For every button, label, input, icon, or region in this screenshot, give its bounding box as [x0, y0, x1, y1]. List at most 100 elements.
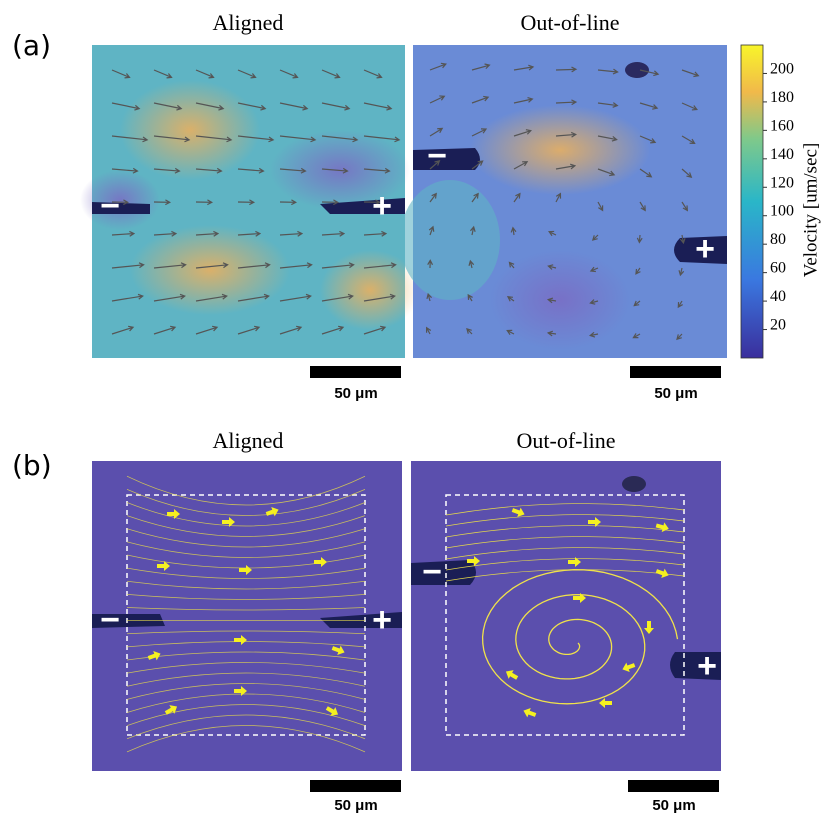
vector-arrow [429, 95, 446, 104]
vector-arrow [513, 64, 535, 71]
flow-arrow [568, 557, 581, 567]
vector-arrow [279, 167, 307, 174]
vector-arrow [237, 293, 270, 302]
vector-arrow [508, 261, 515, 269]
vector-arrow [321, 102, 351, 111]
streamline [126, 672, 366, 687]
vector-arrow [279, 293, 312, 302]
vector-arrow [279, 262, 313, 269]
vector-arrow [635, 267, 641, 275]
streamline [126, 475, 366, 506]
vector-arrow [195, 102, 225, 111]
vector-arrow [547, 264, 557, 270]
flow-arrow [325, 706, 339, 716]
panel-title: Aligned [213, 10, 284, 35]
roi-box [445, 494, 685, 736]
vector-arrow [153, 230, 178, 237]
vector-arrow [153, 135, 191, 143]
vector-arrow [591, 234, 599, 241]
vector-arrow [428, 225, 435, 236]
vector-arrow [195, 167, 223, 174]
vector-arrow [195, 262, 229, 269]
vector-arrow [363, 199, 382, 206]
streamline [445, 525, 685, 538]
colorbar-tick-label: 140 [770, 146, 794, 163]
vector-arrow [279, 199, 298, 206]
electrode-label: − [427, 137, 447, 175]
panel-title: Aligned [213, 428, 284, 453]
vector-arrow [429, 62, 447, 71]
vector-arrow [510, 226, 517, 236]
vector-arrow [153, 199, 172, 206]
vector-arrow [466, 327, 473, 335]
coolspot [80, 170, 160, 230]
vector-arrow [639, 168, 653, 178]
electrode [670, 652, 721, 680]
flow-arrow [573, 593, 586, 603]
vector-arrow [195, 293, 228, 302]
streamline [126, 541, 366, 558]
vector-arrow [363, 135, 401, 143]
flow-arrow [523, 707, 537, 718]
vector-arrow [321, 262, 355, 269]
colorbar-tick-label: 180 [770, 89, 794, 106]
vector-arrow [111, 69, 131, 79]
vector-arrow [279, 69, 299, 79]
colorbar-tick-label: 200 [770, 60, 794, 77]
streamline [445, 547, 685, 560]
flow-arrow [239, 565, 252, 575]
streamline [126, 594, 366, 600]
flow-arrow [331, 645, 345, 656]
streamline [126, 693, 366, 713]
flow-arrow [222, 517, 235, 527]
vector-arrow [321, 230, 346, 237]
vector-arrow [111, 262, 145, 269]
electrode [320, 612, 402, 628]
electrode-label: + [695, 230, 715, 268]
vector-arrow [321, 325, 345, 335]
vector-arrow [589, 266, 599, 273]
panel-label: (a) [12, 29, 51, 62]
vector-arrow [237, 199, 256, 206]
vector-arrow [237, 102, 267, 111]
spiral-streamline [481, 569, 679, 705]
vector-arrow [597, 135, 618, 142]
flow-arrow [655, 568, 669, 579]
vector-arrow [471, 128, 488, 137]
colorbar-label: Velocity [um/sec] [800, 143, 821, 278]
scale-bar [310, 366, 401, 378]
vector-arrow [279, 135, 317, 143]
flow-arrow [467, 556, 480, 566]
electrode [92, 202, 150, 214]
vector-arrow [321, 167, 349, 174]
flow-arrow [505, 670, 519, 680]
vector-arrow [426, 326, 432, 335]
streamline [445, 558, 685, 571]
colorbar-tick-label: 100 [770, 203, 794, 220]
vector-arrow [111, 135, 149, 143]
vector-arrow [363, 262, 397, 269]
vector-arrow [555, 99, 578, 106]
streamline [445, 536, 685, 549]
electrode [413, 148, 480, 170]
streamline [126, 567, 366, 579]
vector-arrow [588, 331, 599, 338]
vector-arrow [237, 230, 262, 237]
electrode [92, 614, 165, 628]
vector-arrow [363, 293, 396, 302]
vector-arrow [321, 135, 359, 143]
flow-arrow [234, 635, 247, 645]
vector-arrow [681, 102, 698, 111]
scale-bar [628, 780, 719, 792]
vector-arrow [597, 201, 604, 212]
vector-arrow [279, 325, 303, 335]
vector-arrow [632, 333, 641, 339]
flow-arrow [588, 517, 601, 527]
vector-arrow [513, 97, 534, 104]
vector-arrow [636, 234, 643, 244]
electrode-label: + [372, 187, 392, 225]
colorbar-tick-label: 20 [770, 317, 786, 334]
colorbar-tick-label: 160 [770, 117, 794, 134]
flow-arrow [157, 561, 170, 571]
vector-arrow [589, 299, 599, 305]
